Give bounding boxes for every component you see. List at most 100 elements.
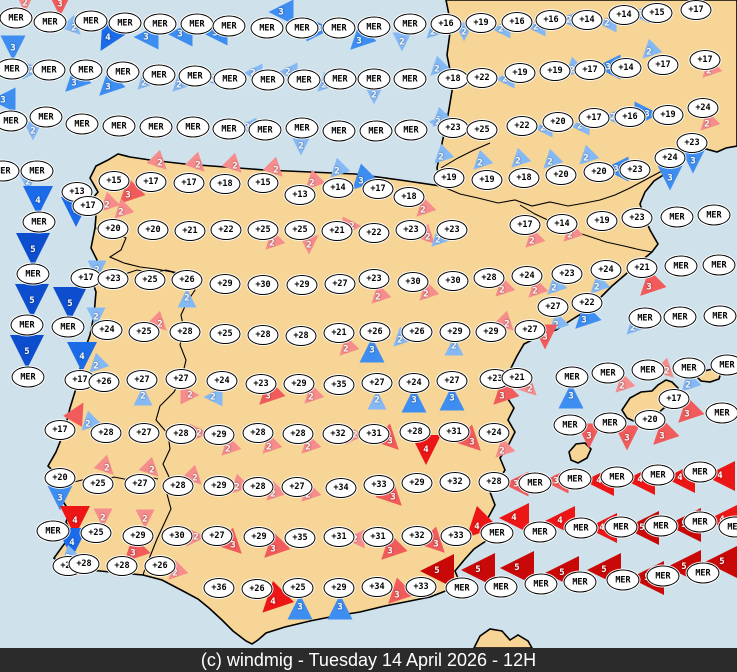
wind-speed-label: 2 xyxy=(610,112,616,122)
wind-arrow: 3 xyxy=(221,533,246,558)
temperature-marker: +29 xyxy=(243,527,275,547)
sea-marker: MER xyxy=(212,15,246,37)
wind-arrow: 3 xyxy=(460,430,485,455)
temperature-marker: +23 xyxy=(97,269,129,289)
temperature-marker: +29 xyxy=(209,274,241,294)
wind-arrow: 2 xyxy=(143,461,162,480)
sea-marker: MER xyxy=(555,366,589,388)
temperature-marker: +27 xyxy=(124,474,156,494)
wind-arrow: 2 xyxy=(598,14,617,33)
sea-marker: MER xyxy=(32,59,66,81)
temperature-marker: +28 xyxy=(282,424,314,444)
wind-speed-label: 2 xyxy=(594,282,600,292)
temperature-marker: +13 xyxy=(284,185,316,205)
temperature-marker: +22 xyxy=(210,220,242,240)
wind-arrow: 2 xyxy=(337,340,356,359)
wind-arrow xyxy=(67,401,89,423)
sea-marker: MER xyxy=(705,402,737,424)
wind-speed-label: 2 xyxy=(533,22,539,32)
sea-marker: MER xyxy=(74,10,108,32)
temperature-marker: +17 xyxy=(72,196,104,216)
wind-arrow: 2 xyxy=(186,469,205,488)
wind-speed-label: 2 xyxy=(232,161,238,171)
wind-speed-label: 5 xyxy=(514,563,520,573)
morocco-tip xyxy=(473,628,533,648)
wind-arrow: 5 xyxy=(625,511,659,545)
wind-speed-label: 2 xyxy=(187,390,193,400)
temperature-marker: +23 xyxy=(395,220,427,240)
temperature-marker: +19 xyxy=(471,170,503,190)
wind-arrow: 2 xyxy=(19,173,38,192)
wind-speed-label: 3 xyxy=(0,95,6,105)
island-ibiza xyxy=(568,442,592,464)
wind-arrow: 3 xyxy=(328,595,353,620)
wind-speed-label: 4 xyxy=(69,538,75,548)
sea-marker: MER xyxy=(564,517,598,539)
wind-speed-label: 2 xyxy=(93,312,99,322)
wind-speed-label: 2 xyxy=(269,238,275,248)
wind-speed-label: 2 xyxy=(527,384,533,394)
temperature-marker: +22 xyxy=(358,223,390,243)
wind-arrow: 2 xyxy=(98,459,117,478)
wind-arrow: 2 xyxy=(527,18,546,37)
wind-arrow: 2 xyxy=(492,20,511,39)
temperature-marker: +17 xyxy=(362,179,394,199)
caption-text: (c) windmig - Tuesday 14 April 2026 - 12… xyxy=(200,649,537,670)
temperature-marker: +33 xyxy=(405,577,437,597)
wind-speed-label: 5 xyxy=(29,296,35,306)
sea-marker: MER xyxy=(660,206,694,228)
wind-speed-label: 2 xyxy=(499,285,505,295)
sea-marker: MER xyxy=(663,306,697,328)
wind-arrow: 2 xyxy=(346,530,365,549)
sea-marker: MER xyxy=(285,117,319,139)
wind-speed-label: 2 xyxy=(25,177,31,187)
wind-arrow: 3 xyxy=(615,426,640,451)
temperature-marker: +28 xyxy=(165,424,197,444)
temperature-marker: +24 xyxy=(91,320,123,340)
temperature-marker: +18 xyxy=(209,174,241,194)
temperature-marker: +25 xyxy=(134,270,166,290)
temperature-marker: +33 xyxy=(363,475,395,495)
sea-marker: MER xyxy=(641,464,675,486)
wind-arrow: 3 xyxy=(490,384,515,409)
sea-marker: MER xyxy=(323,68,357,90)
wind-arrow: 2 xyxy=(279,63,298,82)
wind-arrow: 2 xyxy=(417,285,436,304)
temperature-marker: +26 xyxy=(359,322,391,342)
sea-marker: MER xyxy=(176,116,210,138)
wind-arrow: 3 xyxy=(402,388,427,413)
sea-marker: MER xyxy=(445,577,479,599)
temperature-marker: +17 xyxy=(509,215,541,235)
temperature-marker: +19 xyxy=(652,105,684,125)
sea-marker: MER xyxy=(251,69,285,91)
wind-speed-label: 5 xyxy=(24,347,30,357)
wind-arrow: 2 xyxy=(429,231,448,250)
temperature-marker: +28 xyxy=(242,477,274,497)
wind-arrow: 5 xyxy=(461,553,495,587)
sea-marker: MER xyxy=(33,11,67,33)
wind-speed-label: 2 xyxy=(583,153,589,163)
wind-speed-label: 5 xyxy=(434,566,440,576)
wind-speed-label: 4 xyxy=(677,473,683,483)
wind-arrow: 2 xyxy=(577,149,596,168)
temperature-marker: +21 xyxy=(174,221,206,241)
wind-arrow: 4 xyxy=(462,512,492,542)
wind-arrow: 5 xyxy=(53,287,87,321)
temperature-marker: +26 xyxy=(171,270,203,290)
wind-speed-label: 2 xyxy=(569,65,575,75)
wind-arrow: 2 xyxy=(631,5,650,24)
wind-speed-label: 2 xyxy=(352,534,358,544)
wind-arrow: 2 xyxy=(260,438,279,457)
wind-speed-label: 2 xyxy=(532,286,538,296)
sea-marker: MER xyxy=(606,569,640,591)
wind-speed-label: 4 xyxy=(72,516,78,526)
wind-speed-label: 4 xyxy=(79,352,85,362)
temperature-marker: +30 xyxy=(247,275,279,295)
wind-arrow: 3 xyxy=(381,485,406,510)
wind-arrow: 2 xyxy=(391,331,410,350)
wind-speed-label: 5 xyxy=(67,299,73,309)
wind-speed-label: 3 xyxy=(71,78,77,88)
temperature-marker: +28 xyxy=(473,268,505,288)
temperature-marker: +27 xyxy=(537,297,569,317)
